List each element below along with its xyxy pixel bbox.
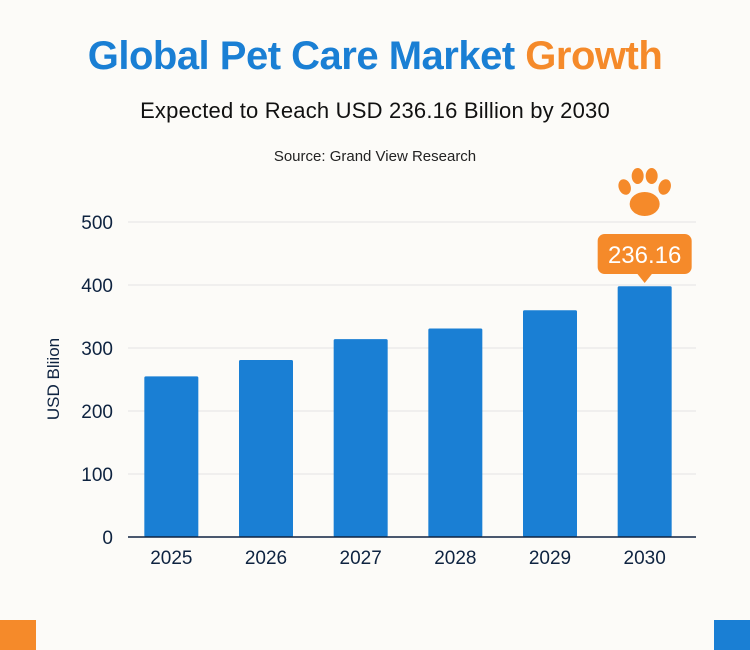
x-tick-label: 2029 <box>529 548 571 569</box>
x-tick-label: 2028 <box>434 548 476 569</box>
y-tick-label: 0 <box>102 528 113 549</box>
title-accent: Growth <box>525 34 663 78</box>
source-note: Source: Grand View Research <box>273 148 477 165</box>
chart-subtitle: Expected to Reach USD 236.16 Billion by … <box>140 98 610 123</box>
bar-2029 <box>523 310 577 537</box>
y-tick-label: 200 <box>81 402 113 423</box>
highlight-value-label: 236.16 <box>608 242 681 269</box>
bar-2026 <box>239 359 293 537</box>
bar-2025 <box>144 376 199 537</box>
y-tick-label: 400 <box>81 276 113 297</box>
x-tick-label: 2025 <box>150 548 192 569</box>
y-axis-title: USD Bliion <box>44 338 63 420</box>
x-tick-label: 2026 <box>245 548 287 569</box>
x-tick-label: 2030 <box>624 548 666 569</box>
bar-2028 <box>428 328 483 537</box>
highlight-badge-pointer <box>636 273 653 283</box>
y-tick-label: 100 <box>81 465 113 486</box>
corner-accent-blue <box>714 620 750 650</box>
x-tick-label: 2027 <box>340 548 382 569</box>
y-tick-label: 500 <box>81 213 113 234</box>
bar-2027 <box>333 339 388 537</box>
corner-accent-orange <box>0 620 36 650</box>
chart-title: Global Pet Care Market Growth <box>0 34 750 79</box>
title-main: Global Pet Care Market <box>87 34 515 78</box>
y-tick-label: 300 <box>81 339 113 360</box>
bar-2030 <box>617 286 672 537</box>
highlight-badge <box>597 234 692 274</box>
paw-icon <box>618 168 671 216</box>
